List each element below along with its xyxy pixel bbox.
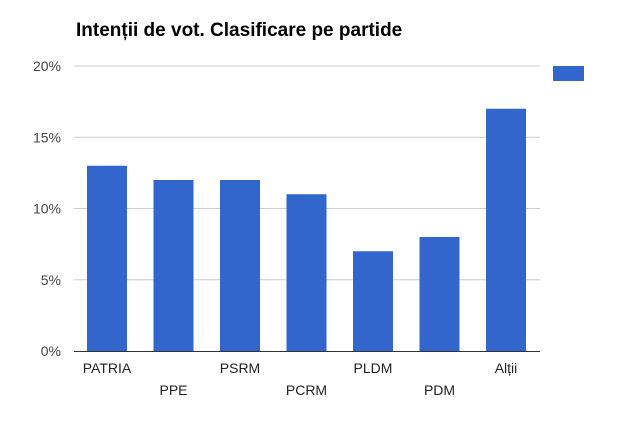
legend-swatch xyxy=(553,66,584,81)
y-axis-ticks: 0% 5% 10% 15% 20% xyxy=(33,58,61,359)
bar-alții xyxy=(486,108,526,351)
bars xyxy=(87,108,526,351)
x-tick-label: Alții xyxy=(495,360,518,376)
bar-pdm xyxy=(419,237,460,351)
x-tick-label: PDM xyxy=(424,382,455,398)
x-tick-label: PPE xyxy=(159,382,187,398)
y-tick-label: 5% xyxy=(41,272,61,288)
chart-title: Intenții de vot. Clasificare pe partide xyxy=(76,20,403,41)
bar-pldm xyxy=(353,251,393,351)
x-axis-labels: PATRIA PPE PSRM PCRM PLDM PDM Alții xyxy=(83,360,518,398)
x-tick-label: PLDM xyxy=(354,360,393,376)
x-tick-label: PATRIA xyxy=(83,360,132,376)
y-tick-label: 20% xyxy=(33,58,61,74)
bar-ppe xyxy=(153,180,194,351)
y-tick-label: 0% xyxy=(41,343,61,359)
bar-pcrm xyxy=(286,194,327,351)
bar-psrm xyxy=(220,180,260,351)
x-tick-label: PCRM xyxy=(286,382,327,398)
y-tick-label: 15% xyxy=(33,129,61,145)
x-tick-label: PSRM xyxy=(220,360,260,376)
bar-patria xyxy=(87,165,127,351)
y-tick-label: 10% xyxy=(33,201,61,217)
